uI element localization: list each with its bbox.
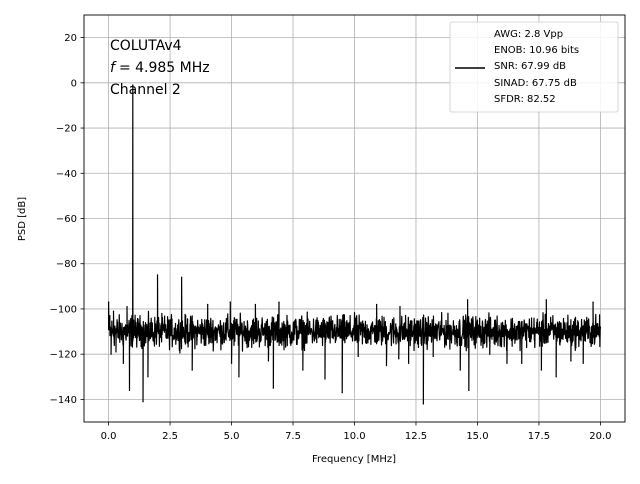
psd-data-point: [181, 276, 183, 278]
psd-data-point: [126, 306, 128, 308]
annotation-line-2: f = 4.985 MHz: [110, 60, 210, 76]
psd-data-point: [119, 330, 121, 333]
psd-data-point: [408, 362, 410, 364]
x-tick-label: 15.0: [466, 431, 488, 442]
x-tick-label: 20.0: [589, 431, 611, 442]
annotation-line-1: COLUTAv4: [110, 38, 182, 54]
psd-data-point: [599, 326, 602, 328]
psd-data-point: [205, 344, 207, 346]
psd-data-point: [122, 362, 124, 364]
x-tick-label: 12.5: [405, 431, 427, 442]
ticks: 0.0 2.5 5.0 7.5 10.0 12.5 15.0 17.5 20.0 20 0 −20 −4…: [50, 33, 612, 442]
plot-area: [107, 84, 602, 405]
y-tick-label: −120: [50, 350, 77, 361]
psd-data-point: [526, 333, 528, 335]
psd-data-point: [570, 360, 572, 362]
psd-data-point: [207, 303, 209, 306]
psd-data-point: [468, 389, 470, 391]
legend: AWG: 2.8 Vpp ENOB: 10.96 bits SNR: 67.99…: [449, 21, 619, 113]
psd-data-point: [109, 315, 111, 317]
psd-data-point: [467, 299, 469, 301]
psd-data-point: [115, 351, 117, 353]
psd-data-point: [582, 362, 584, 364]
y-tick-label: −20: [56, 124, 77, 135]
psd-data-point: [278, 301, 280, 303]
psd-data-point: [156, 274, 159, 276]
psd-data-point: [398, 358, 400, 360]
legend-entry-awg: AWG: 2.8 Vpp: [494, 29, 563, 40]
legend-entry-enob: ENOB: 10.96 bits: [494, 45, 579, 56]
x-tick-label: 0.0: [101, 431, 117, 442]
y-tick-label: −40: [56, 169, 77, 180]
legend-entry-snr: SNR: 67.99 dB: [494, 61, 566, 72]
psd-series-line: [107, 84, 602, 405]
psd-data-point: [191, 369, 193, 371]
psd-data-point: [422, 403, 424, 405]
psd-data-point: [230, 362, 233, 364]
psd-data-point: [385, 364, 388, 367]
psd-data-point: [147, 376, 149, 378]
psd-data-point: [399, 306, 401, 308]
psd-data-point: [357, 355, 359, 358]
psd-data-point: [592, 301, 594, 303]
y-tick-label: −140: [50, 395, 77, 406]
y-axis-label: PSD [dB]: [17, 197, 28, 241]
psd-data-point: [135, 333, 137, 335]
psd-data-point: [248, 337, 250, 339]
psd-data-point: [186, 342, 188, 344]
psd-data-point: [159, 335, 161, 337]
legend-entry-sinad: SINAD: 67.75 dB: [494, 78, 577, 89]
psd-data-point: [432, 355, 434, 358]
x-tick-label: 5.0: [224, 431, 240, 442]
x-tick-label: 17.5: [528, 431, 550, 442]
psd-data-point: [131, 315, 133, 317]
x-tick-label: 7.5: [285, 431, 301, 442]
psd-data-point: [107, 301, 110, 303]
psd-data-point: [324, 378, 326, 380]
y-tick-label: −60: [56, 214, 77, 225]
annotation-symbol: f: [110, 60, 117, 76]
psd-data-point: [287, 333, 289, 335]
legend-frame: [449, 21, 619, 113]
psd-data-point: [132, 84, 134, 86]
psd-data-point: [489, 353, 491, 355]
psd-data-point: [540, 369, 542, 371]
psd-data-point: [233, 344, 235, 346]
psd-data-point: [417, 346, 420, 348]
x-axis-label: Frequency [MHz]: [312, 454, 396, 465]
psd-data-point: [272, 387, 274, 389]
y-tick-label: −100: [50, 304, 77, 315]
psd-data-point: [555, 376, 557, 378]
legend-entry-sfdr: SFDR: 82.52: [494, 94, 556, 105]
psd-data-point: [545, 299, 547, 301]
annotation: COLUTAv4 f = 4.985 MHz Channel 2: [110, 38, 210, 98]
y-tick-label: −80: [56, 259, 77, 270]
psd-data-point: [521, 362, 523, 364]
psd-data-point: [267, 360, 270, 362]
psd-data-point: [112, 310, 115, 312]
psd-data-point: [238, 376, 240, 378]
psd-data-point: [302, 369, 304, 371]
y-tick-label: 0: [71, 78, 77, 89]
psd-data-point: [341, 392, 343, 394]
psd-data-point: [229, 301, 231, 303]
x-tick-label: 10.0: [343, 431, 365, 442]
psd-data-point: [110, 353, 112, 355]
y-tick-label: 20: [64, 33, 77, 44]
psd-data-point: [142, 401, 144, 403]
annotation-line-3: Channel 2: [110, 82, 181, 98]
annotation-frequency: = 4.985 MHz: [119, 60, 210, 76]
psd-data-point: [133, 319, 135, 321]
psd-data-point: [254, 303, 256, 306]
psd-data-point: [128, 389, 131, 391]
psd-data-point: [506, 362, 508, 364]
x-tick-label: 2.5: [162, 431, 178, 442]
psd-data-point: [376, 303, 378, 306]
psd-data-point: [459, 369, 461, 371]
